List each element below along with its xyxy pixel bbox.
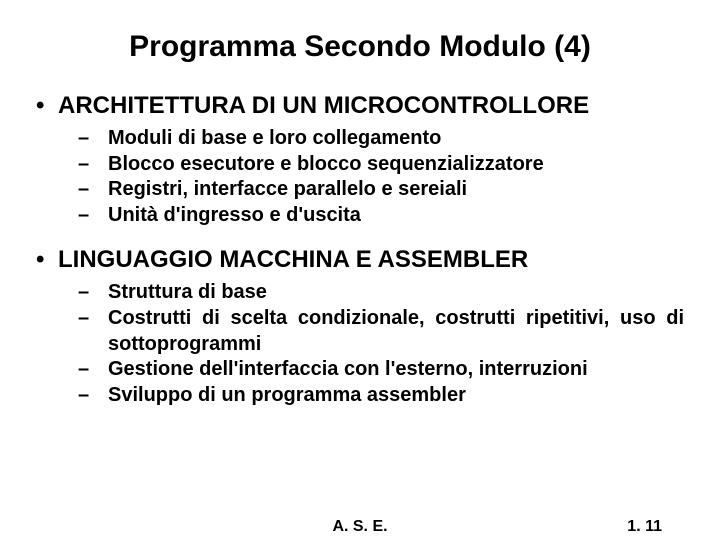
dash-icon: – (78, 357, 108, 383)
section-1-heading-text: ARCHITETTURA DI UN MICROCONTROLLORE (58, 92, 589, 119)
section-2-heading-text: LINGUAGGIO MACCHINA E ASSEMBLER (58, 246, 528, 273)
list-item-text: Costrutti di scelta condizionale, costru… (108, 306, 684, 357)
list-item: – Blocco esecutore e blocco sequenzializ… (78, 152, 684, 178)
list-item-text: Registri, interfacce parallelo e sereial… (108, 177, 684, 203)
list-item-text: Unità d'ingresso e d'uscita (108, 203, 684, 229)
list-item-text: Moduli di base e loro collegamento (108, 126, 684, 152)
bullet-icon: • (36, 246, 44, 274)
section-2-heading: • LINGUAGGIO MACCHINA E ASSEMBLER (36, 246, 684, 274)
footer-center: A. S. E. (332, 518, 387, 536)
dash-icon: – (78, 152, 108, 178)
section-1: • ARCHITETTURA DI UN MICROCONTROLLORE – … (36, 92, 684, 228)
list-item: – Unità d'ingresso e d'uscita (78, 203, 684, 229)
section-2: • LINGUAGGIO MACCHINA E ASSEMBLER – Stru… (36, 246, 684, 408)
dash-icon: – (78, 383, 108, 409)
list-item: – Registri, interfacce parallelo e serei… (78, 177, 684, 203)
list-item: – Sviluppo di un programma assembler (78, 383, 684, 409)
footer-page-number: 1. 11 (627, 518, 662, 536)
list-item-text: Struttura di base (108, 280, 684, 306)
list-item: – Gestione dell'interfaccia con l'estern… (78, 357, 684, 383)
list-item: – Costrutti di scelta condizionale, cost… (78, 306, 684, 357)
list-item-text: Sviluppo di un programma assembler (108, 383, 684, 409)
dash-icon: – (78, 306, 108, 357)
dash-icon: – (78, 203, 108, 229)
list-item-text: Gestione dell'interfaccia con l'esterno,… (108, 357, 684, 383)
dash-icon: – (78, 126, 108, 152)
dash-icon: – (78, 280, 108, 306)
list-item: – Moduli di base e loro collegamento (78, 126, 684, 152)
dash-icon: – (78, 177, 108, 203)
bullet-icon: • (36, 92, 44, 120)
list-item-text: Blocco esecutore e blocco sequenzializza… (108, 152, 684, 178)
section-1-heading: • ARCHITETTURA DI UN MICROCONTROLLORE (36, 92, 684, 120)
section-2-list: – Struttura di base – Costrutti di scelt… (78, 280, 684, 408)
list-item: – Struttura di base (78, 280, 684, 306)
slide-title: Programma Secondo Modulo (4) (36, 30, 684, 64)
section-1-list: – Moduli di base e loro collegamento – B… (78, 126, 684, 228)
